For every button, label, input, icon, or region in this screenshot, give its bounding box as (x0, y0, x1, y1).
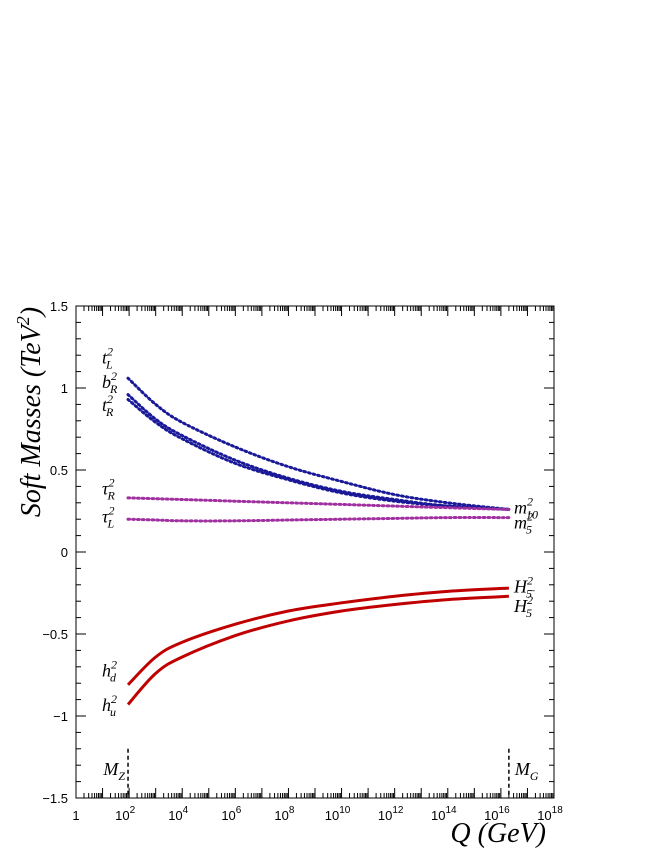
series-dots (126, 516, 511, 523)
y-tick-label: 1 (61, 381, 68, 396)
marker-label: MZ (102, 759, 125, 783)
series-label: h2 u (102, 692, 117, 719)
x-axis-title: Q (GeV) (450, 818, 546, 849)
series-line (127, 399, 509, 510)
series-dots (126, 398, 511, 511)
scale-markers: MZ MG (102, 748, 539, 798)
series-line (126, 594, 509, 706)
x-tick-label: 102 (115, 805, 135, 823)
x-tick-label: 1016 (484, 805, 510, 823)
series-line (126, 586, 509, 686)
y-axis-title-main: Soft Masses (TeV (16, 322, 47, 517)
series-label: τ2 L (102, 503, 114, 530)
x-tick-label: 1014 (431, 805, 457, 823)
series-dots (126, 376, 511, 511)
series-label: b2 R (102, 369, 118, 396)
x-tick-label: 1010 (325, 805, 351, 823)
x-axis-ticks: 1 102 104 106 108 1010 1012 1014 1016 1018 (72, 306, 563, 823)
y-tick-label: 0 (61, 545, 68, 560)
series-label: t2 L (102, 344, 113, 371)
right-label: m2 5 (514, 509, 533, 536)
series-line (127, 377, 509, 510)
series-line (127, 394, 509, 510)
series-label: t2 R (102, 392, 114, 419)
x-tick-label: 108 (274, 805, 294, 823)
y-tick-label: −1 (53, 709, 68, 724)
x-tick-label: 104 (168, 805, 188, 823)
series-label: h2 d (102, 658, 117, 685)
y-axis-title-close: ) (16, 307, 47, 318)
right-label: H2 5 (513, 593, 533, 620)
series-labels-left: t2 Lb2 Rt2 R τ2 Rτ2 L h2 d h2 u (102, 344, 118, 719)
marker-label: MG (514, 759, 539, 783)
series-dots (126, 496, 511, 511)
series-dots (126, 393, 511, 511)
x-tick-label: 1018 (537, 805, 563, 823)
y-tick-label: 0.5 (50, 463, 68, 478)
y-tick-label: −0.5 (42, 627, 68, 642)
plot-frame (75, 305, 555, 799)
right-label: m2 10 (514, 495, 538, 522)
y-axis-ticks: 1.5 1 0.5 0 −0.5 −1 −1.5 (42, 299, 554, 806)
y-tick-label: −1.5 (42, 791, 68, 806)
x-tick-label: 1012 (378, 805, 404, 823)
y-axis-title: Soft Masses (TeV2) (13, 307, 47, 517)
right-label: H2 5̄ (513, 573, 535, 600)
y-tick-label: 1.5 (50, 299, 68, 314)
series-label: τ2 R (102, 476, 115, 503)
y-axis-title-sup: 2 (13, 316, 33, 325)
x-tick-label: 106 (221, 805, 241, 823)
x-tick-label: 1 (72, 808, 79, 823)
series-lines (126, 376, 511, 706)
